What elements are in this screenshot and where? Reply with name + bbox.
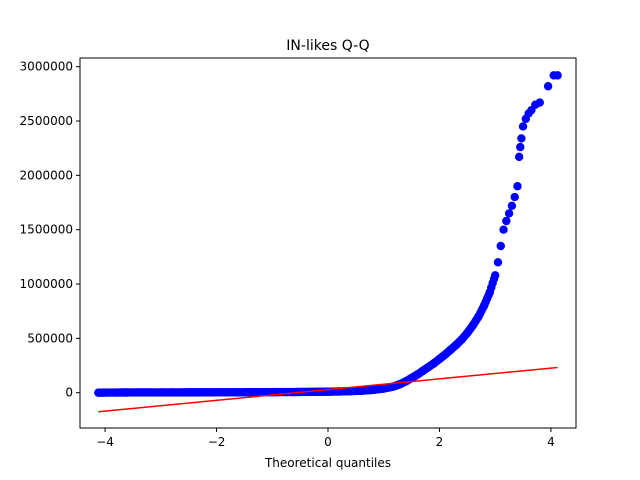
- data-point: [463, 328, 472, 338]
- x-tick-label: 4: [547, 435, 555, 449]
- data-point: [346, 386, 355, 396]
- data-point: [504, 209, 514, 218]
- data-point: [518, 122, 528, 131]
- data-point: [167, 388, 177, 397]
- data-points: [94, 71, 562, 397]
- data-point: [156, 388, 166, 397]
- y-tick-label: 2500000: [20, 114, 73, 128]
- data-point: [190, 388, 199, 397]
- data-point: [493, 258, 503, 267]
- data-point: [499, 225, 508, 234]
- data-point: [256, 387, 266, 397]
- data-point: [553, 71, 562, 80]
- data-point: [468, 321, 478, 330]
- data-point: [290, 387, 299, 397]
- data-point: [368, 385, 377, 395]
- data-point: [145, 388, 154, 397]
- x-tick-label: 0: [324, 435, 332, 449]
- data-point: [440, 350, 450, 359]
- x-tick-label: 2: [436, 435, 444, 449]
- chart-title: IN-likes Q-Q: [286, 38, 369, 54]
- x-axis-ticks: −4 −2 0 2 4: [96, 428, 555, 449]
- data-point: [123, 388, 132, 397]
- data-point: [178, 388, 188, 397]
- y-tick-label: 0: [65, 386, 73, 400]
- data-point: [490, 271, 500, 280]
- data-point: [112, 388, 121, 397]
- data-point: [94, 388, 103, 397]
- data-point: [510, 192, 519, 202]
- y-tick-label: 1000000: [20, 277, 73, 291]
- reference-line-group: [98, 366, 558, 413]
- data-point: [507, 201, 517, 210]
- data-point: [134, 388, 143, 397]
- x-tick-label: −2: [208, 435, 226, 449]
- data-point: [201, 388, 210, 397]
- y-tick-label: 500000: [27, 331, 73, 345]
- data-point: [212, 388, 221, 397]
- x-tick-label: −4: [96, 435, 114, 449]
- data-point: [474, 312, 483, 321]
- data-point: [245, 388, 255, 397]
- data-point: [234, 388, 244, 397]
- y-tick-label: 2000000: [20, 168, 73, 182]
- x-axis-label: Theoretical quantiles: [264, 456, 391, 470]
- data-point: [223, 388, 232, 397]
- data-point: [457, 335, 466, 344]
- data-point: [513, 182, 522, 191]
- y-tick-label: 1500000: [20, 223, 73, 237]
- data-point: [279, 387, 288, 397]
- data-point: [514, 152, 524, 162]
- data-point: [446, 345, 455, 354]
- data-point: [535, 98, 544, 107]
- data-point: [517, 134, 526, 143]
- data-point: [451, 340, 461, 350]
- y-axis-ticks: 0 500000 1000000 1500000 2000000 2500000 30000…: [20, 60, 80, 400]
- data-point: [479, 301, 489, 310]
- data-point: [357, 386, 366, 395]
- data-point: [103, 388, 113, 397]
- data-point: [312, 387, 322, 397]
- reference-line: [98, 366, 558, 413]
- data-point: [516, 142, 525, 152]
- y-tick-label: 3000000: [20, 60, 73, 74]
- data-point: [502, 216, 511, 226]
- data-point: [485, 288, 494, 297]
- data-point: [496, 241, 505, 251]
- data-point: [543, 82, 553, 91]
